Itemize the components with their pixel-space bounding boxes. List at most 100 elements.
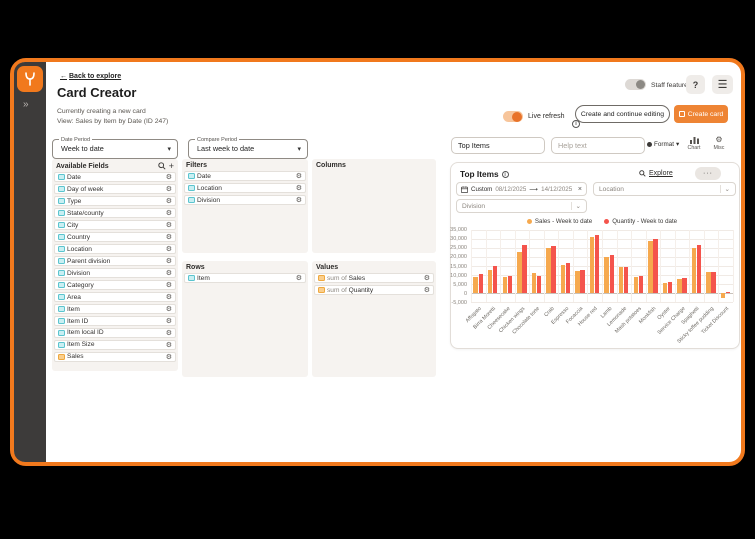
- chart-bar[interactable]: [531, 273, 537, 293]
- field-row[interactable]: Type ⚙: [54, 195, 176, 207]
- field-settings-icon[interactable]: ⚙: [423, 275, 430, 283]
- chart-bar[interactable]: [696, 244, 702, 293]
- field-settings-icon[interactable]: ⚙: [295, 173, 302, 181]
- chart-bar[interactable]: [565, 262, 571, 293]
- chart-bar[interactable]: [551, 245, 556, 293]
- field-settings-icon[interactable]: ⚙: [165, 329, 172, 337]
- field-settings-icon[interactable]: ⚙: [165, 282, 172, 290]
- field-settings-icon[interactable]: ⚙: [165, 246, 172, 254]
- field-row[interactable]: Location ⚙: [184, 182, 306, 194]
- chart-bar[interactable]: [662, 282, 668, 293]
- chart-bar[interactable]: [595, 235, 600, 293]
- chart-bar[interactable]: [720, 293, 726, 298]
- chart-bar[interactable]: [580, 269, 585, 293]
- chart-bar[interactable]: [522, 244, 527, 293]
- chart-bar[interactable]: [546, 248, 551, 293]
- field-settings-icon[interactable]: ⚙: [165, 198, 172, 206]
- chart-bar[interactable]: [589, 237, 595, 293]
- field-settings-icon[interactable]: ⚙: [165, 234, 172, 242]
- card-more-button[interactable]: ···: [695, 167, 721, 180]
- chart-bar[interactable]: [691, 248, 697, 293]
- field-settings-icon[interactable]: ⚙: [423, 287, 430, 295]
- chart-bar[interactable]: [536, 276, 542, 293]
- field-settings-icon[interactable]: ⚙: [165, 258, 172, 266]
- chart-settings-button[interactable]: Chart: [682, 136, 706, 151]
- field-row[interactable]: Item ⚙: [184, 273, 306, 284]
- field-row[interactable]: City ⚙: [54, 219, 176, 231]
- field-row[interactable]: Location ⚙: [54, 243, 176, 255]
- chart-bar[interactable]: [473, 277, 478, 293]
- chart-bar[interactable]: [488, 269, 493, 293]
- field-row[interactable]: Date ⚙: [54, 172, 176, 183]
- misc-settings-button[interactable]: ⚙ Misc: [708, 136, 730, 152]
- chart-bar[interactable]: [604, 257, 609, 293]
- division-filter-select[interactable]: Division ⌄: [456, 199, 587, 213]
- chart-bar[interactable]: [619, 267, 624, 293]
- format-dropdown[interactable]: Format ▾: [647, 141, 679, 148]
- field-row[interactable]: Division ⚙: [54, 267, 176, 279]
- field-row[interactable]: Area ⚙: [54, 291, 176, 303]
- legend-item[interactable]: Sales - Week to date: [526, 218, 592, 225]
- chart-bar[interactable]: [633, 277, 638, 293]
- location-filter-select[interactable]: Location ⌄: [593, 182, 736, 196]
- chart-bar[interactable]: [624, 266, 629, 293]
- field-row[interactable]: Item ID ⚙: [54, 315, 176, 327]
- date-period-select[interactable]: Date Period Week to date ▾: [52, 136, 178, 159]
- field-row[interactable]: Country ⚙: [54, 231, 176, 243]
- field-row[interactable]: Division ⚙: [184, 194, 306, 206]
- field-settings-icon[interactable]: ⚙: [165, 318, 172, 325]
- field-settings-icon[interactable]: ⚙: [165, 306, 172, 314]
- field-row[interactable]: sum of Quantity ⚙: [314, 284, 434, 296]
- create-card-button[interactable]: Create card: [674, 105, 728, 123]
- field-row[interactable]: State/county ⚙: [54, 207, 176, 219]
- explore-link[interactable]: Explore: [639, 170, 673, 177]
- compare-period-select[interactable]: Compare Period Last week to date ▾: [188, 136, 308, 159]
- field-settings-icon[interactable]: ⚙: [165, 186, 172, 194]
- help-button[interactable]: ?: [686, 75, 705, 94]
- field-settings-icon[interactable]: ⚙: [165, 222, 172, 230]
- chart-bar[interactable]: [575, 271, 580, 293]
- chart-bar[interactable]: [667, 282, 673, 293]
- live-refresh-toggle[interactable]: [503, 111, 523, 122]
- field-settings-icon[interactable]: ⚙: [165, 294, 172, 302]
- field-row[interactable]: Parent division ⚙: [54, 255, 176, 267]
- chart-bar[interactable]: [711, 271, 716, 293]
- chart-bar[interactable]: [478, 274, 483, 293]
- chart-bar[interactable]: [682, 278, 687, 293]
- field-row[interactable]: Item ⚙: [54, 303, 176, 315]
- field-settings-icon[interactable]: ⚙: [165, 210, 172, 218]
- chart-bar[interactable]: [609, 255, 614, 293]
- app-logo[interactable]: [17, 66, 43, 92]
- add-field-button[interactable]: +: [168, 160, 174, 171]
- live-refresh-info-icon[interactable]: i: [572, 112, 580, 130]
- field-row[interactable]: Sales ⚙: [54, 351, 176, 363]
- back-to-explore-link[interactable]: ← Back to explore: [60, 73, 121, 80]
- field-settings-icon[interactable]: ⚙: [295, 275, 302, 283]
- card-help-text-input[interactable]: [551, 137, 645, 154]
- date-range-filter-chip[interactable]: Custom 08/12/2025 ⟶ 14/12/2025 ×: [456, 182, 587, 196]
- chart-bar[interactable]: [706, 272, 711, 293]
- chart-bar[interactable]: [648, 240, 653, 293]
- field-row[interactable]: Category ⚙: [54, 279, 176, 291]
- search-icon[interactable]: [158, 162, 166, 170]
- field-settings-icon[interactable]: ⚙: [165, 353, 172, 361]
- field-settings-icon[interactable]: ⚙: [165, 270, 172, 278]
- field-row[interactable]: Item Size ⚙: [54, 339, 176, 351]
- chart-bar[interactable]: [507, 276, 513, 293]
- chart-bar[interactable]: [560, 264, 566, 293]
- field-settings-icon[interactable]: ⚙: [295, 197, 302, 205]
- chart-bar[interactable]: [653, 239, 658, 293]
- field-row[interactable]: sum of Sales ⚙: [314, 273, 434, 284]
- card-title-input[interactable]: [451, 137, 545, 154]
- legend-item[interactable]: Quantity - Week to date: [604, 218, 677, 225]
- clear-date-filter-icon[interactable]: ×: [577, 185, 582, 193]
- chart-bar[interactable]: [493, 266, 498, 293]
- field-settings-icon[interactable]: ⚙: [295, 185, 302, 193]
- hamburger-menu-button[interactable]: ☰: [712, 75, 733, 94]
- create-continue-button[interactable]: Create and continue editing: [575, 105, 670, 123]
- chart-bar[interactable]: [726, 292, 731, 293]
- field-row[interactable]: Day of week ⚙: [54, 183, 176, 195]
- chart-bar[interactable]: [517, 251, 522, 293]
- chart-bar[interactable]: [677, 278, 682, 293]
- sidebar-expand-icon[interactable]: »: [23, 99, 29, 110]
